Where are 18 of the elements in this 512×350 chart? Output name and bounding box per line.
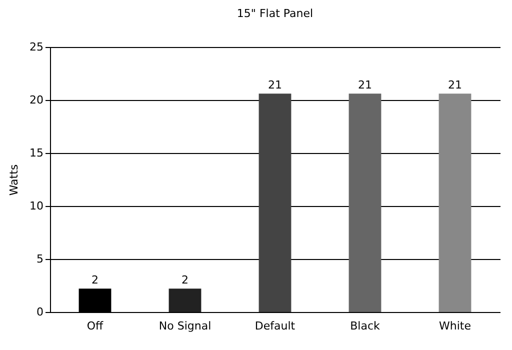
chart-title: 15" Flat Panel [236, 7, 314, 20]
y-tick-label: 10 [30, 200, 44, 212]
data-label: 2 [182, 274, 188, 287]
y-tick-label: 0 [36, 306, 44, 318]
y-tick-label: 20 [30, 94, 44, 106]
x-tick-label: Default [254, 320, 296, 332]
x-tick-label: No Signal [158, 320, 212, 332]
data-label: 21 [448, 78, 462, 92]
y-tick-label: 15 [30, 146, 44, 160]
x-tick-label: White [439, 320, 472, 332]
x-tick-label: Off [86, 320, 104, 332]
x-tick-label: Black [350, 320, 381, 332]
y-axis-title: Watts [8, 164, 21, 196]
y-tick-label: 5 [36, 252, 44, 266]
data-label: 21 [268, 78, 282, 92]
data-label: 2 [92, 274, 98, 287]
data-label: 21 [358, 78, 372, 92]
y-tick-label: 25 [30, 40, 44, 54]
